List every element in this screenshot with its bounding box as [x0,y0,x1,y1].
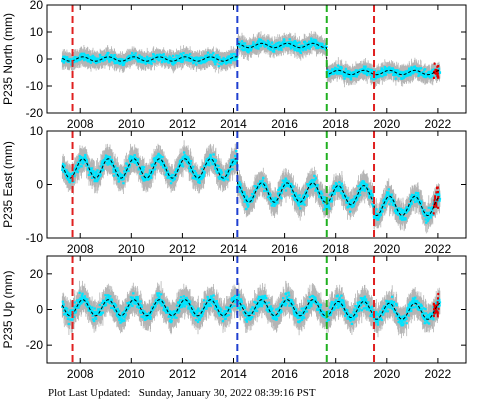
y-tick-label: -10 [26,79,44,93]
model-curve [61,158,441,216]
y-tick-label: 0 [36,52,43,66]
y-tick-label: -20 [26,338,44,352]
x-tick-label: 2010 [118,242,145,256]
x-tick-label: 2022 [425,242,452,256]
x-tick-label: 2014 [220,117,247,131]
panel-east: -10 0 10 2008 2010 2012 2014 2016 2018 2020 2022 P2… [1,124,467,256]
model-curve [62,42,440,76]
x-tick-label: 2016 [271,367,298,381]
x-tick-label: 2020 [373,242,400,256]
y-tick-label: 20 [30,0,44,12]
y-tick-label: 0 [36,303,43,317]
x-tick-label: 2022 [425,117,452,131]
y-axis-label: P235 Up (mm) [1,270,15,348]
outlier-points [432,292,440,318]
x-tick-label: 2020 [373,367,400,381]
y-tick-label: -10 [26,231,44,245]
panel-up: -20 0 20 2008 2010 2012 2014 2016 2018 2020 2022 P2… [1,255,467,381]
x-tick-label: 2008 [67,117,94,131]
y-tick-label: 0 [36,178,43,192]
x-tick-label: 2012 [169,242,196,256]
x-tick-label: 2018 [322,242,349,256]
x-tick-label: 2020 [373,117,400,131]
x-tick-label: 2008 [67,367,94,381]
panel-north: -20 -10 0 10 20 2008 2010 2012 2014 2016 2018 2020 2… [1,0,467,131]
y-axis-label: P235 North (mm) [1,13,15,105]
x-tick-label: 2008 [67,242,94,256]
y-tick-label: 20 [30,267,44,281]
model-curve [61,299,441,320]
x-tick-label: 2010 [118,117,145,131]
y-tick-label: -20 [26,106,44,120]
y-axis-label: P235 East (mm) [1,141,15,228]
x-tick-label: 2018 [322,117,349,131]
x-tick-label: 2012 [169,367,196,381]
error-bars [61,140,441,234]
y-tick-label: 10 [30,124,44,138]
x-tick-label: 2022 [425,367,452,381]
x-tick-label: 2016 [271,242,298,256]
x-tick-label: 2014 [220,367,247,381]
plot-updated-footer: Plot Last Updated: Sunday, January 30, 2… [48,387,316,399]
x-tick-label: 2018 [322,367,349,381]
y-tick-label: 10 [30,25,44,39]
x-tick-label: 2014 [220,242,247,256]
x-tick-label: 2010 [118,367,145,381]
x-tick-label: 2012 [169,117,196,131]
x-tick-label: 2016 [271,117,298,131]
